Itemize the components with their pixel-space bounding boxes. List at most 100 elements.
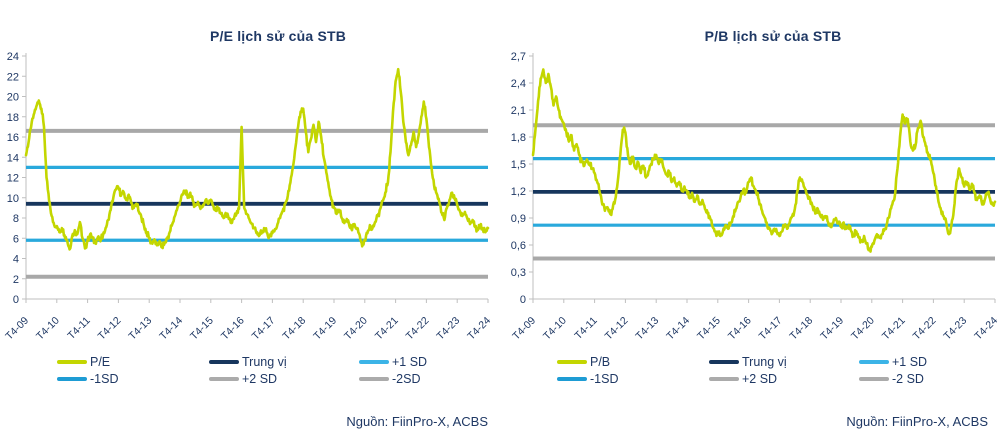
- pe-y-tick-label: 4: [13, 254, 19, 266]
- pb-legend: P/B Trung vị +1 SD -1SD +2 SD -2 SD: [500, 353, 1000, 387]
- pe-y-tick-label: 18: [7, 112, 19, 124]
- pb-chart-title: P/B lịch sử của STB: [704, 28, 842, 44]
- pb-x-tick-label: T4-23: [941, 315, 969, 343]
- pe-y-tick-label: 24: [7, 51, 19, 63]
- pb-legend-row-2: -1SD +2 SD -2 SD: [500, 370, 1000, 387]
- pe-legend-swatch-plus2sd: [209, 376, 239, 381]
- pe-legend-item-plus2sd: +2 SD: [209, 372, 359, 386]
- pb-x-tick-label: T4-10: [541, 315, 569, 343]
- pe-x-tick-label: T4-12: [96, 315, 124, 343]
- pe-x-tick-label: T4-23: [434, 315, 462, 343]
- pe-legend-row-1: P/E Trung vị +1 SD: [0, 353, 500, 370]
- pb-legend-swatch-series: [557, 359, 587, 364]
- pb-x-tick-label: T4-09: [510, 315, 538, 343]
- pb-legend-label-series: P/B: [590, 354, 611, 369]
- pe-legend-item-plus1sd: +1 SD: [359, 355, 427, 369]
- pe-legend-label-plus1sd: +1 SD: [392, 354, 428, 369]
- pb-x-tick-label: T4-12: [603, 315, 631, 343]
- pe-x-tick-label: T4-21: [373, 315, 401, 343]
- pb-x-tick-label: T4-14: [664, 315, 692, 343]
- pb-x-tick-label: T4-21: [880, 315, 908, 343]
- pe-y-tick-label: 14: [7, 152, 19, 164]
- pe-legend-item-minus1sd: -1SD: [57, 372, 209, 386]
- pb-legend-item-series: P/B: [557, 355, 709, 369]
- pe-x-tick-label: T4-10: [34, 315, 62, 343]
- pe-legend-item-minus2sd: -2SD: [359, 372, 420, 386]
- pb-y-tick-label: 2,1: [511, 105, 526, 117]
- pb-y-tick-label: 1,2: [511, 186, 526, 198]
- pe-y-tick-label: 12: [7, 173, 19, 185]
- pe-legend-label-series: P/E: [90, 354, 111, 369]
- pe-source-note: Nguồn: FiinPro-X, ACBS: [346, 414, 488, 429]
- pb-x-tick-label: T4-20: [849, 315, 877, 343]
- pe-legend-swatch-median: [209, 359, 239, 364]
- pb-legend-label-minus1sd: -1SD: [590, 371, 619, 386]
- pe-y-tick-label: 2: [13, 274, 19, 286]
- pe-y-tick-label: 22: [7, 71, 19, 83]
- pb-legend-label-plus2sd: +2 SD: [742, 371, 778, 386]
- pe-chart-panel: P/E lịch sử của STB 0 2 4 6 8 10 12 14 16 18 20 22 2…: [0, 28, 500, 429]
- pb-legend-item-plus1sd: +1 SD: [859, 355, 927, 369]
- pb-legend-row-1: P/B Trung vị +1 SD: [500, 353, 1000, 370]
- pb-legend-label-minus2sd: -2 SD: [892, 371, 924, 386]
- pb-y-tick-label: 2,7: [511, 51, 526, 63]
- pb-legend-item-plus2sd: +2 SD: [709, 372, 859, 386]
- pe-legend-swatch-minus1sd: [57, 376, 87, 381]
- pb-legend-item-minus2sd: -2 SD: [859, 372, 924, 386]
- pe-legend-label-plus2sd: +2 SD: [242, 371, 278, 386]
- pb-chart-panel: P/B lịch sử của STB 0 0,3 0,6 0,9 1,2 1,5 1,8 2…: [500, 0, 1000, 440]
- pe-legend-item-series: P/E: [57, 355, 209, 369]
- pb-x-tick-label: T4-15: [695, 315, 723, 343]
- pe-legend-row-2: -1SD +2 SD -2SD: [0, 370, 500, 387]
- pb-y-tick-label: 2,4: [511, 78, 526, 90]
- pb-x-tick-label: T4-17: [757, 315, 785, 343]
- pe-x-tick-label: T4-09: [3, 315, 31, 343]
- pb-legend-item-minus1sd: -1SD: [557, 372, 709, 386]
- pb-series-line: [531, 68, 997, 253]
- pe-legend-swatch-plus1sd: [359, 359, 389, 364]
- pb-x-tick-label: T4-16: [726, 315, 754, 343]
- pe-x-tick-label: T4-19: [311, 315, 339, 343]
- pe-y-tick-label: 10: [7, 193, 19, 205]
- pe-chart-title: P/E lịch sử của STB: [209, 28, 347, 44]
- pe-y-tick-label: 20: [7, 92, 19, 104]
- pe-legend-item-median: Trung vị: [209, 355, 359, 369]
- pb-plot: 00,30,60,91,21,51,82,12,42,7T4-09 T4-10 T4…: [510, 51, 1000, 343]
- pb-y-tick-label: 0,6: [511, 240, 526, 252]
- pe-y-tick-label: 8: [13, 213, 19, 225]
- pe-x-tick-label: T4-14: [157, 315, 185, 343]
- pb-x-tick-label: T4-11: [572, 315, 599, 342]
- pb-y-tick-label: 0,9: [511, 213, 526, 225]
- pe-legend-label-minus2sd: -2SD: [392, 371, 421, 386]
- pe-x-tick-label: T4-16: [219, 315, 247, 343]
- pb-legend-swatch-plus2sd: [709, 376, 739, 381]
- pe-legend-label-median: Trung vị: [242, 354, 287, 369]
- pe-series-line: [24, 67, 490, 251]
- pb-x-tick-label: T4-24: [972, 315, 1000, 343]
- pe-x-tick-label: T4-22: [404, 315, 432, 343]
- pb-y-tick-label: 0,3: [511, 267, 526, 279]
- pe-x-tick-label: T4-18: [280, 315, 308, 343]
- pb-y-tick-label: 1,5: [511, 159, 526, 171]
- pe-x-tick-label: T4-13: [126, 315, 154, 343]
- pe-legend-swatch-minus2sd: [359, 376, 389, 381]
- pb-y-tick-label: 1,8: [511, 132, 526, 144]
- pe-y-tick-label: 6: [13, 233, 19, 245]
- pb-legend-swatch-minus1sd: [557, 376, 587, 381]
- pb-legend-item-median: Trung vị: [709, 355, 859, 369]
- pb-x-tick-label: T4-22: [911, 315, 939, 343]
- pe-x-tick-label: T4-11: [65, 315, 92, 342]
- pe-legend: P/E Trung vị +1 SD -1SD +2 SD -2SD: [0, 353, 500, 387]
- pb-x-tick-label: T4-13: [633, 315, 661, 343]
- pe-legend-label-minus1sd: -1SD: [90, 371, 119, 386]
- pb-y-tick-label: 0: [520, 294, 526, 306]
- pb-legend-swatch-plus1sd: [859, 359, 889, 364]
- pe-legend-swatch-series: [57, 359, 87, 364]
- pe-x-tick-label: T4-17: [250, 315, 278, 343]
- pb-x-tick-label: T4-18: [787, 315, 815, 343]
- pb-legend-label-plus1sd: +1 SD: [892, 354, 928, 369]
- pe-x-tick-label: T4-20: [342, 315, 370, 343]
- pb-x-tick-label: T4-19: [818, 315, 846, 343]
